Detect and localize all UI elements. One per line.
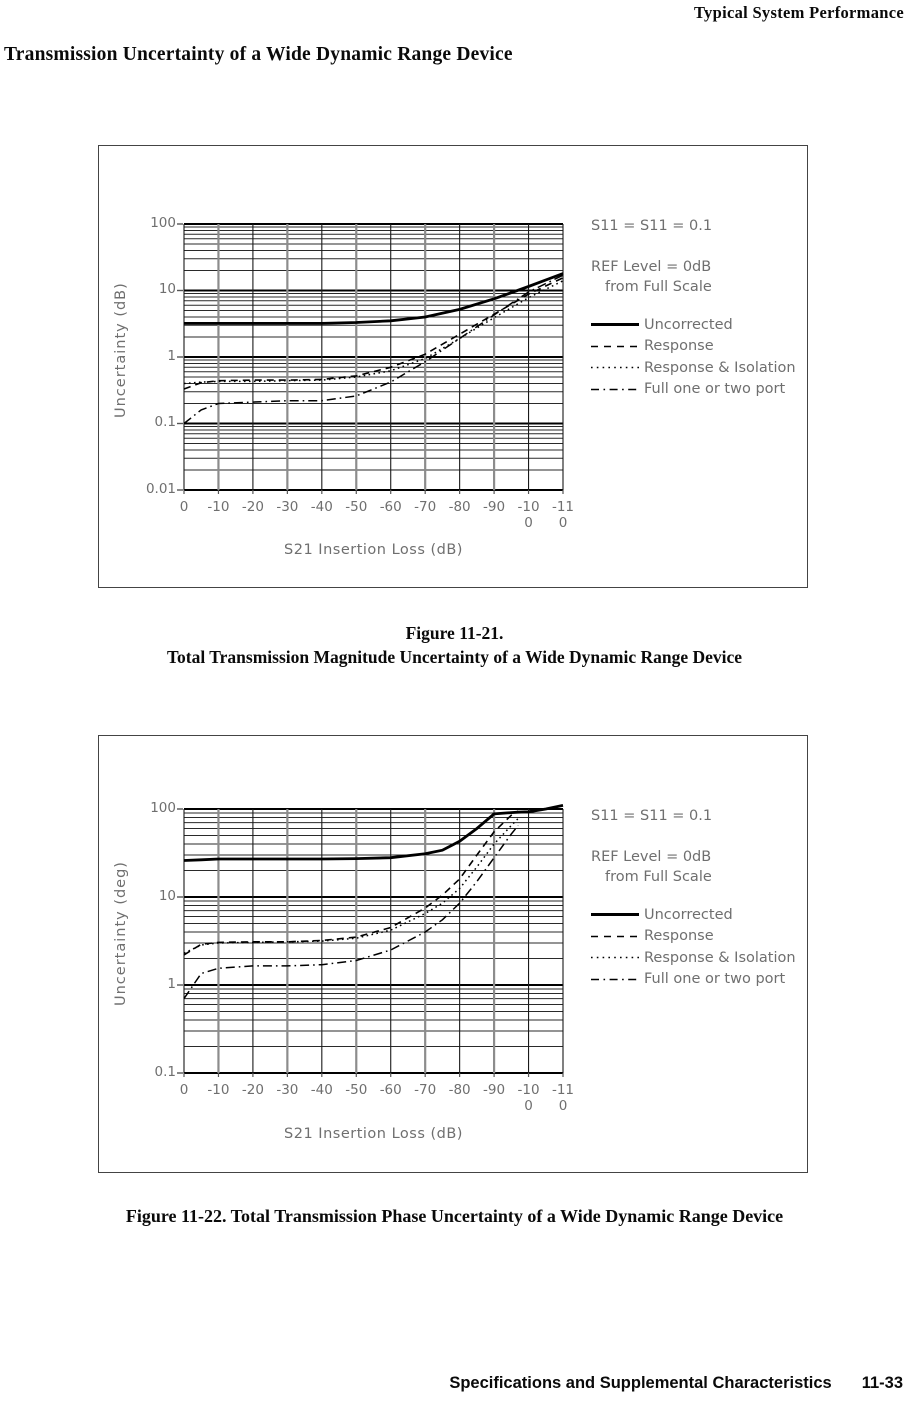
legend-label: Full one or two port <box>644 971 786 988</box>
legend-label: Uncorrected <box>644 906 733 923</box>
legend-item-uncorrected: Uncorrected <box>591 904 796 926</box>
dashdot-line-icon <box>591 978 639 981</box>
chart-annotations: S11 = S11 = 0.1 REF Level = 0dB from Ful… <box>591 806 712 887</box>
legend-label: Response <box>644 338 714 355</box>
page-title: Transmission Uncertainty of a Wide Dynam… <box>4 44 513 65</box>
page-footer: Specifications and Supplemental Characte… <box>449 1374 903 1393</box>
running-header: Typical System Performance <box>693 3 904 22</box>
dashed-line-icon <box>591 935 639 938</box>
y-tick-label: 0.01 <box>145 480 176 497</box>
x-tick-label: -80 <box>448 499 471 515</box>
series-dotted <box>183 817 519 954</box>
ref-level-note-2: from Full Scale <box>605 869 712 885</box>
legend-label: Response & Isolation <box>644 949 796 966</box>
y-tick-label: 1 <box>167 347 176 364</box>
series-dashdot <box>183 274 564 425</box>
plot-area <box>177 804 564 1077</box>
series-solid <box>183 804 564 862</box>
x-tick-label: -20 <box>241 1082 264 1098</box>
chart-legend: Uncorrected Response Response & Isolatio… <box>591 314 796 400</box>
dashdot-line-icon <box>591 388 639 391</box>
chart-annotations: S11 = S11 = 0.1 REF Level = 0dB from Ful… <box>591 216 712 297</box>
x-tick-label: -70 <box>414 499 437 515</box>
chart-legend: Uncorrected Response Response & Isolatio… <box>591 904 796 990</box>
legend-item-response: Response <box>591 926 796 948</box>
s-parameter-note: S11 = S11 = 0.1 <box>591 808 713 824</box>
dotted-line-icon <box>591 956 639 959</box>
legend-item-full-port: Full one or two port <box>591 379 796 401</box>
x-tick-label: -10 <box>207 1082 230 1098</box>
legend-label: Response & Isolation <box>644 359 796 376</box>
legend-label: Full one or two port <box>644 381 786 398</box>
figure-11-21-caption: Figure 11-21. Total Transmission Magnitu… <box>0 621 909 669</box>
x-tick-label: -60 <box>379 499 402 515</box>
x-tick-label: -80 <box>448 1082 471 1098</box>
x-tick-label: 0 <box>179 499 189 515</box>
y-tick-label: 0.1 <box>154 1063 176 1080</box>
page-number: 11-33 <box>861 1374 903 1392</box>
y-tick-label: 100 <box>150 214 176 231</box>
dotted-line-icon <box>591 366 639 369</box>
ref-level-note-2: from Full Scale <box>605 279 712 295</box>
series-dashdot <box>183 825 519 1000</box>
x-tick-label: -60 <box>379 1082 402 1098</box>
caption-line-2: Total Transmission Magnitude Uncertainty… <box>166 647 743 667</box>
figure-11-22-caption: Figure 11-22. Total Transmission Phase U… <box>125 1206 784 1226</box>
legend-item-response: Response <box>591 336 796 358</box>
legend-item-uncorrected: Uncorrected <box>591 314 796 336</box>
x-tick-label: -40 <box>310 499 333 515</box>
x-tick-label: -90 <box>483 499 506 515</box>
y-tick-label: 10 <box>158 281 176 297</box>
ref-level-note: REF Level = 0dB <box>591 849 712 865</box>
x-tick-label: -70 <box>414 1082 437 1098</box>
x-axis-title: S21 Insertion Loss (dB) <box>284 1126 463 1142</box>
s-parameter-note: S11 = S11 = 0.1 <box>591 218 713 234</box>
figure-11-22-chart: Uncertainty (deg) S21 Insertion Loss (dB… <box>98 735 808 1173</box>
series-dashed <box>183 810 519 956</box>
x-tick-label: -90 <box>483 1082 506 1098</box>
x-tick-label: -30 <box>276 499 299 515</box>
x-tick-label: -11 0 <box>551 1082 575 1114</box>
solid-line-icon <box>591 323 639 327</box>
dashed-line-icon <box>591 345 639 348</box>
legend-item-response-isolation: Response & Isolation <box>591 357 796 379</box>
y-tick-label: 10 <box>158 887 176 904</box>
x-tick-label: -10 <box>207 499 230 515</box>
solid-line-icon <box>591 913 639 917</box>
x-tick-label: -10 0 <box>517 1082 540 1114</box>
plot-area <box>177 223 564 494</box>
x-tick-label: -30 <box>276 1082 299 1098</box>
x-tick-label: 0 <box>179 1082 189 1098</box>
y-tick-label: 1 <box>167 975 176 992</box>
x-tick-label: -50 <box>345 1082 368 1098</box>
legend-item-response-isolation: Response & Isolation <box>591 947 796 969</box>
x-axis-title: S21 Insertion Loss (dB) <box>284 542 463 558</box>
series-dotted <box>183 280 564 385</box>
y-tick-label: 100 <box>150 799 176 816</box>
series-solid <box>184 272 564 325</box>
legend-item-full-port: Full one or two port <box>591 969 796 991</box>
ref-level-note: REF Level = 0dB <box>591 259 712 275</box>
x-tick-label: -10 0 <box>517 499 540 531</box>
legend-label: Uncorrected <box>644 316 733 333</box>
caption-line-1: Figure 11-21. <box>405 623 504 643</box>
x-tick-label: -40 <box>310 1082 333 1098</box>
x-tick-label: -11 0 <box>551 499 575 531</box>
figure-11-21-chart: Uncertainty (dB) S21 Insertion Loss (dB)… <box>98 145 808 588</box>
y-tick-label: 0.1 <box>154 414 176 430</box>
x-tick-label: -50 <box>345 499 368 515</box>
legend-label: Response <box>644 928 714 945</box>
footer-text: Specifications and Supplemental Characte… <box>449 1374 832 1392</box>
x-tick-label: -20 <box>241 499 264 515</box>
